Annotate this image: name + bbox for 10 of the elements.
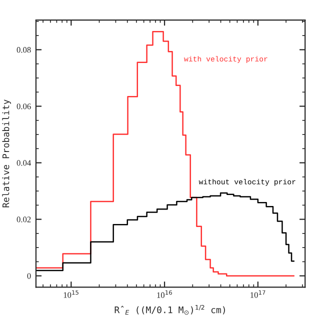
y-tick-label: 0.06: [16, 104, 31, 110]
y-tick-label: 0: [27, 273, 31, 279]
x-axis-title: R̂$_{E}$ ((M/0.1 M$_{⊙}$)$^{1/2}$ cm): [114, 304, 225, 315]
y-axis-title: Relative Probability: [2, 100, 11, 208]
y-tick-label: 0.08: [16, 47, 31, 53]
x-tick-label: 10$^{16}$: [157, 290, 172, 298]
y-tick-label: 0.04: [16, 160, 31, 166]
y-tick-label: 0.02: [16, 216, 31, 222]
x-tick-label: 10$^{17}$: [250, 290, 266, 298]
x-tick-label: 10$^{15}$: [64, 290, 78, 298]
